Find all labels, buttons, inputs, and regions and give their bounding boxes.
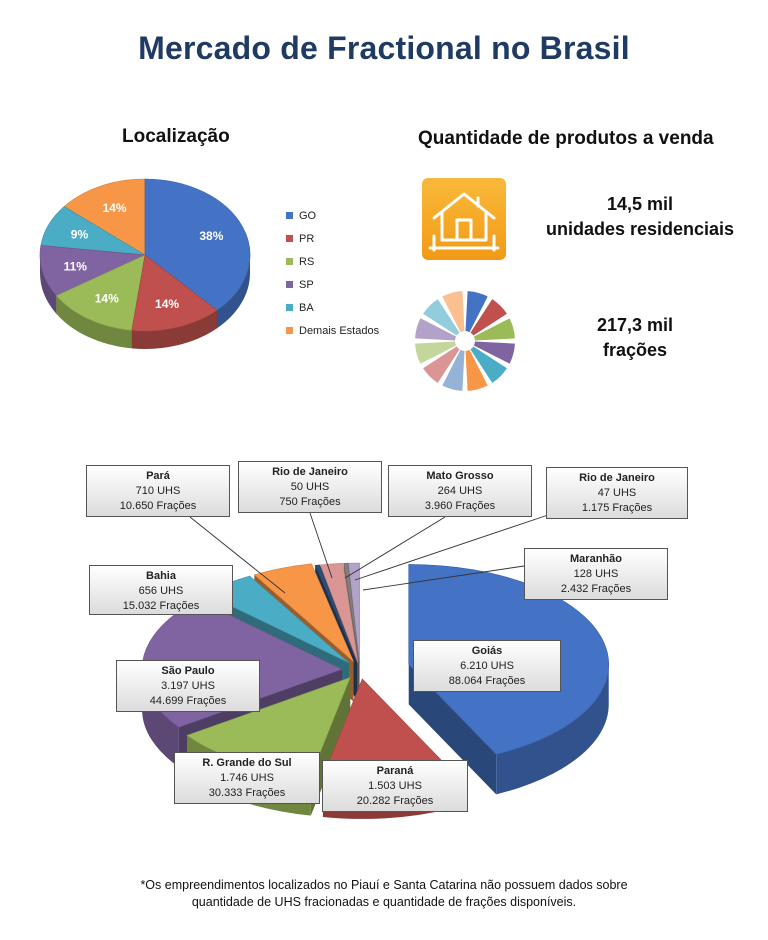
callout-uhs: 3.197 UHS [161, 680, 215, 692]
callout-sao-paulo: São Paulo 3.197 UHS 44.699 Frações [116, 660, 260, 712]
quantity-section-title: Quantidade de produtos a venda [418, 128, 714, 149]
legend-swatch [286, 327, 293, 334]
callout-uhs: 656 UHS [138, 585, 184, 597]
footnote: *Os empreendimentos localizados no Piauí… [0, 877, 768, 911]
pinwheel-segment [442, 349, 465, 391]
legend-swatch [286, 235, 293, 242]
pinwheel-segment [473, 341, 515, 364]
legend-item-demais-estados: Demais Estados [286, 319, 379, 342]
legend-swatch [286, 281, 293, 288]
pie-label-ba: 9% [71, 227, 89, 241]
callout-uhs: 6.210 UHS [460, 660, 514, 672]
page-title: Mercado de Fractional no Brasil [138, 30, 630, 66]
pinwheel-segment [473, 318, 515, 341]
callout-uhs: 710 UHS [135, 485, 181, 497]
legend-label: Demais Estados [299, 324, 380, 337]
callout-state-name: Paraná [376, 765, 414, 777]
pie-label-go: 38% [199, 229, 223, 243]
pie-label-sp: 11% [64, 259, 88, 273]
callout-fracoes: 30.333 Frações [208, 787, 286, 799]
callout-leader [354, 514, 549, 581]
pinwheel-segment [415, 318, 457, 341]
legend-item-sp: SP [286, 273, 379, 296]
fractions-stat-label: frações [602, 340, 668, 360]
legend-label: BA [299, 301, 314, 314]
pinwheel-segment [423, 346, 460, 383]
pinwheel-segment [465, 291, 488, 333]
pinwheel-segment [465, 349, 488, 391]
callout-uhs: 47 UHS [597, 487, 637, 499]
pie-label-pr: 14% [155, 297, 179, 311]
callout-state-name: São Paulo [161, 665, 215, 677]
house-icon [422, 178, 506, 260]
callout-state-name: Rio de Janeiro [272, 466, 348, 478]
callout-uhs: 50 UHS [290, 481, 330, 493]
location-section-title: Localização [122, 126, 230, 147]
legend-item-ba: BA [286, 296, 379, 319]
callout-leader [362, 565, 525, 591]
legend-swatch [286, 212, 293, 219]
callout-fracoes: 10.650 Frações [119, 500, 197, 512]
callout-uhs: 264 UHS [437, 485, 483, 497]
callout-state-name: Rio de Janeiro [579, 472, 655, 484]
callout-para: Pará 710 UHS 10.650 Frações [86, 465, 230, 517]
callout-uhs: 128 UHS [573, 568, 619, 580]
pie-slice-pr [131, 254, 218, 349]
callout-uhs: 1.503 UHS [368, 780, 422, 792]
units-stat-label: unidades residenciais [545, 219, 735, 239]
units-stat-value: 14,5 mil [606, 194, 674, 214]
callout-state-name: Mato Grosso [426, 470, 494, 482]
callout-state-name: R. Grande do Sul [202, 757, 292, 769]
callout-fracoes: 750 Frações [279, 496, 341, 508]
callout-fracoes: 88.064 Frações [448, 675, 526, 687]
callout-rio-de-janeiro: Rio de Janeiro 47 UHS 1.175 Frações [546, 467, 688, 519]
callout-r-grande-do-sul: R. Grande do Sul 1.746 UHS 30.333 Frações [174, 752, 320, 804]
legend-swatch [286, 304, 293, 311]
callout-state-name: Goiás [471, 645, 503, 657]
pinwheel-icon [415, 291, 515, 391]
legend-item-rs: RS [286, 250, 379, 273]
callout-mato-grosso: Mato Grosso 264 UHS 3.960 Frações [388, 465, 532, 517]
footnote-line-1: *Os empreendimentos localizados no Piauí… [140, 878, 628, 892]
location-pie-legend: GO PR RS SP BA Demais Estados [286, 204, 379, 342]
callout-uhs: 1.746 UHS [220, 772, 274, 784]
pinwheel-segment [470, 346, 507, 383]
pinwheel-segment [423, 299, 460, 336]
callout-fracoes: 44.699 Frações [149, 695, 227, 707]
fractions-stat-value: 217,3 mil [596, 315, 674, 335]
callout-rio-de-janeiro: Rio de Janeiro 50 UHS 750 Frações [238, 461, 382, 513]
callout-fracoes: 2.432 Frações [560, 583, 632, 595]
units-stat: 14,5 mil unidades residenciais [530, 192, 750, 242]
callout-state-name: Maranhão [570, 553, 622, 565]
pie-label-demais-estados: 14% [103, 201, 127, 215]
legend-item-go: GO [286, 204, 379, 227]
legend-item-pr: PR [286, 227, 379, 250]
legend-label: PR [299, 232, 315, 245]
callout-state-name: Bahia [146, 570, 176, 582]
pinwheel-segment [470, 299, 507, 336]
callout-fracoes: 15.032 Frações [122, 600, 200, 612]
legend-label: GO [299, 209, 317, 222]
callout-leader [344, 516, 446, 579]
callout-goias: Goiás 6.210 UHS 88.064 Frações [413, 640, 561, 692]
callout-parana: Paraná 1.503 UHS 20.282 Frações [322, 760, 468, 812]
legend-label: SP [299, 278, 314, 291]
callout-leader [189, 516, 286, 594]
pinwheel-segment [415, 341, 457, 364]
callout-maranhao: Maranhão 128 UHS 2.432 Frações [524, 548, 668, 600]
location-pie-chart: 38% 14% 14% 11% 9% 14% [39, 178, 251, 349]
legend-swatch [286, 258, 293, 265]
pinwheel-segment [442, 291, 465, 333]
callout-fracoes: 3.960 Frações [424, 500, 496, 512]
callout-fracoes: 1.175 Frações [581, 502, 653, 514]
callout-bahia: Bahia 656 UHS 15.032 Frações [89, 565, 233, 615]
legend-label: RS [299, 255, 315, 268]
callout-fracoes: 20.282 Frações [356, 795, 434, 807]
fractions-stat: 217,3 mil frações [530, 313, 740, 363]
footnote-line-2: quantidade de UHS fracionadas e quantida… [191, 895, 577, 909]
pie-label-rs: 14% [95, 292, 119, 306]
callout-state-name: Pará [146, 470, 170, 482]
callout-leader [309, 512, 333, 579]
